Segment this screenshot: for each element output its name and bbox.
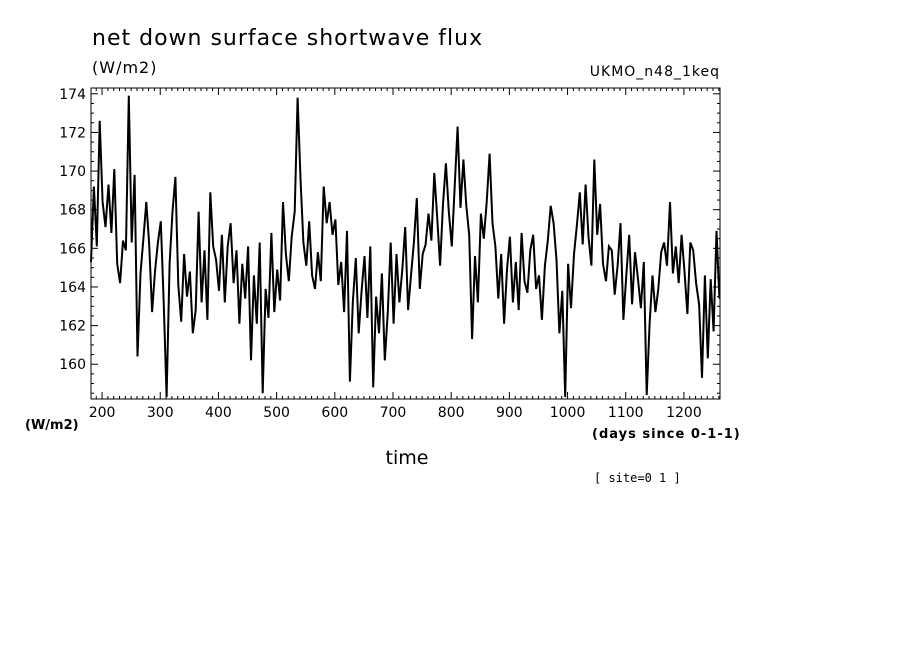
model-label: UKMO_n48_1keq	[590, 64, 720, 80]
site-label: [ site=0 1 ]	[594, 471, 681, 485]
x-tick-label: 900	[496, 405, 523, 421]
y-tick-label: 170	[59, 164, 86, 180]
y-tick-label: 172	[59, 125, 86, 141]
x-tick-label: 800	[438, 405, 465, 421]
x-tick-label: 1100	[608, 405, 644, 421]
x-axis-unit-label: (days since 0-1-1)	[592, 427, 741, 442]
x-tick-label: 700	[380, 405, 407, 421]
y-tick-label: 164	[59, 280, 86, 296]
x-tick-label: 1200	[666, 405, 702, 421]
chart-title: net down surface shortwave flux	[92, 26, 483, 51]
x-tick-label: 400	[205, 405, 232, 421]
x-tick-label: 600	[321, 405, 348, 421]
y-axis-label: (W/m2)	[25, 418, 79, 433]
x-axis-label: time	[386, 447, 429, 469]
x-tick-label: 200	[89, 405, 116, 421]
units-top-label: (W/m2)	[92, 58, 157, 77]
y-tick-label: 174	[59, 87, 86, 103]
y-tick-label: 166	[59, 241, 86, 257]
y-tick-label: 160	[59, 357, 86, 373]
x-tick-label: 300	[147, 405, 174, 421]
y-tick-label: 168	[59, 203, 86, 219]
y-axis: 160 162 164 166 168 170 172 174	[59, 87, 720, 394]
plot-area	[90, 87, 721, 400]
series-line	[90, 95, 721, 398]
x-tick-label: 500	[263, 405, 290, 421]
y-tick-label: 162	[59, 319, 86, 335]
x-axis: 200 300 400 500 600 700 800 900 1000 1100 1200	[89, 88, 720, 421]
x-tick-label: 1000	[550, 405, 586, 421]
